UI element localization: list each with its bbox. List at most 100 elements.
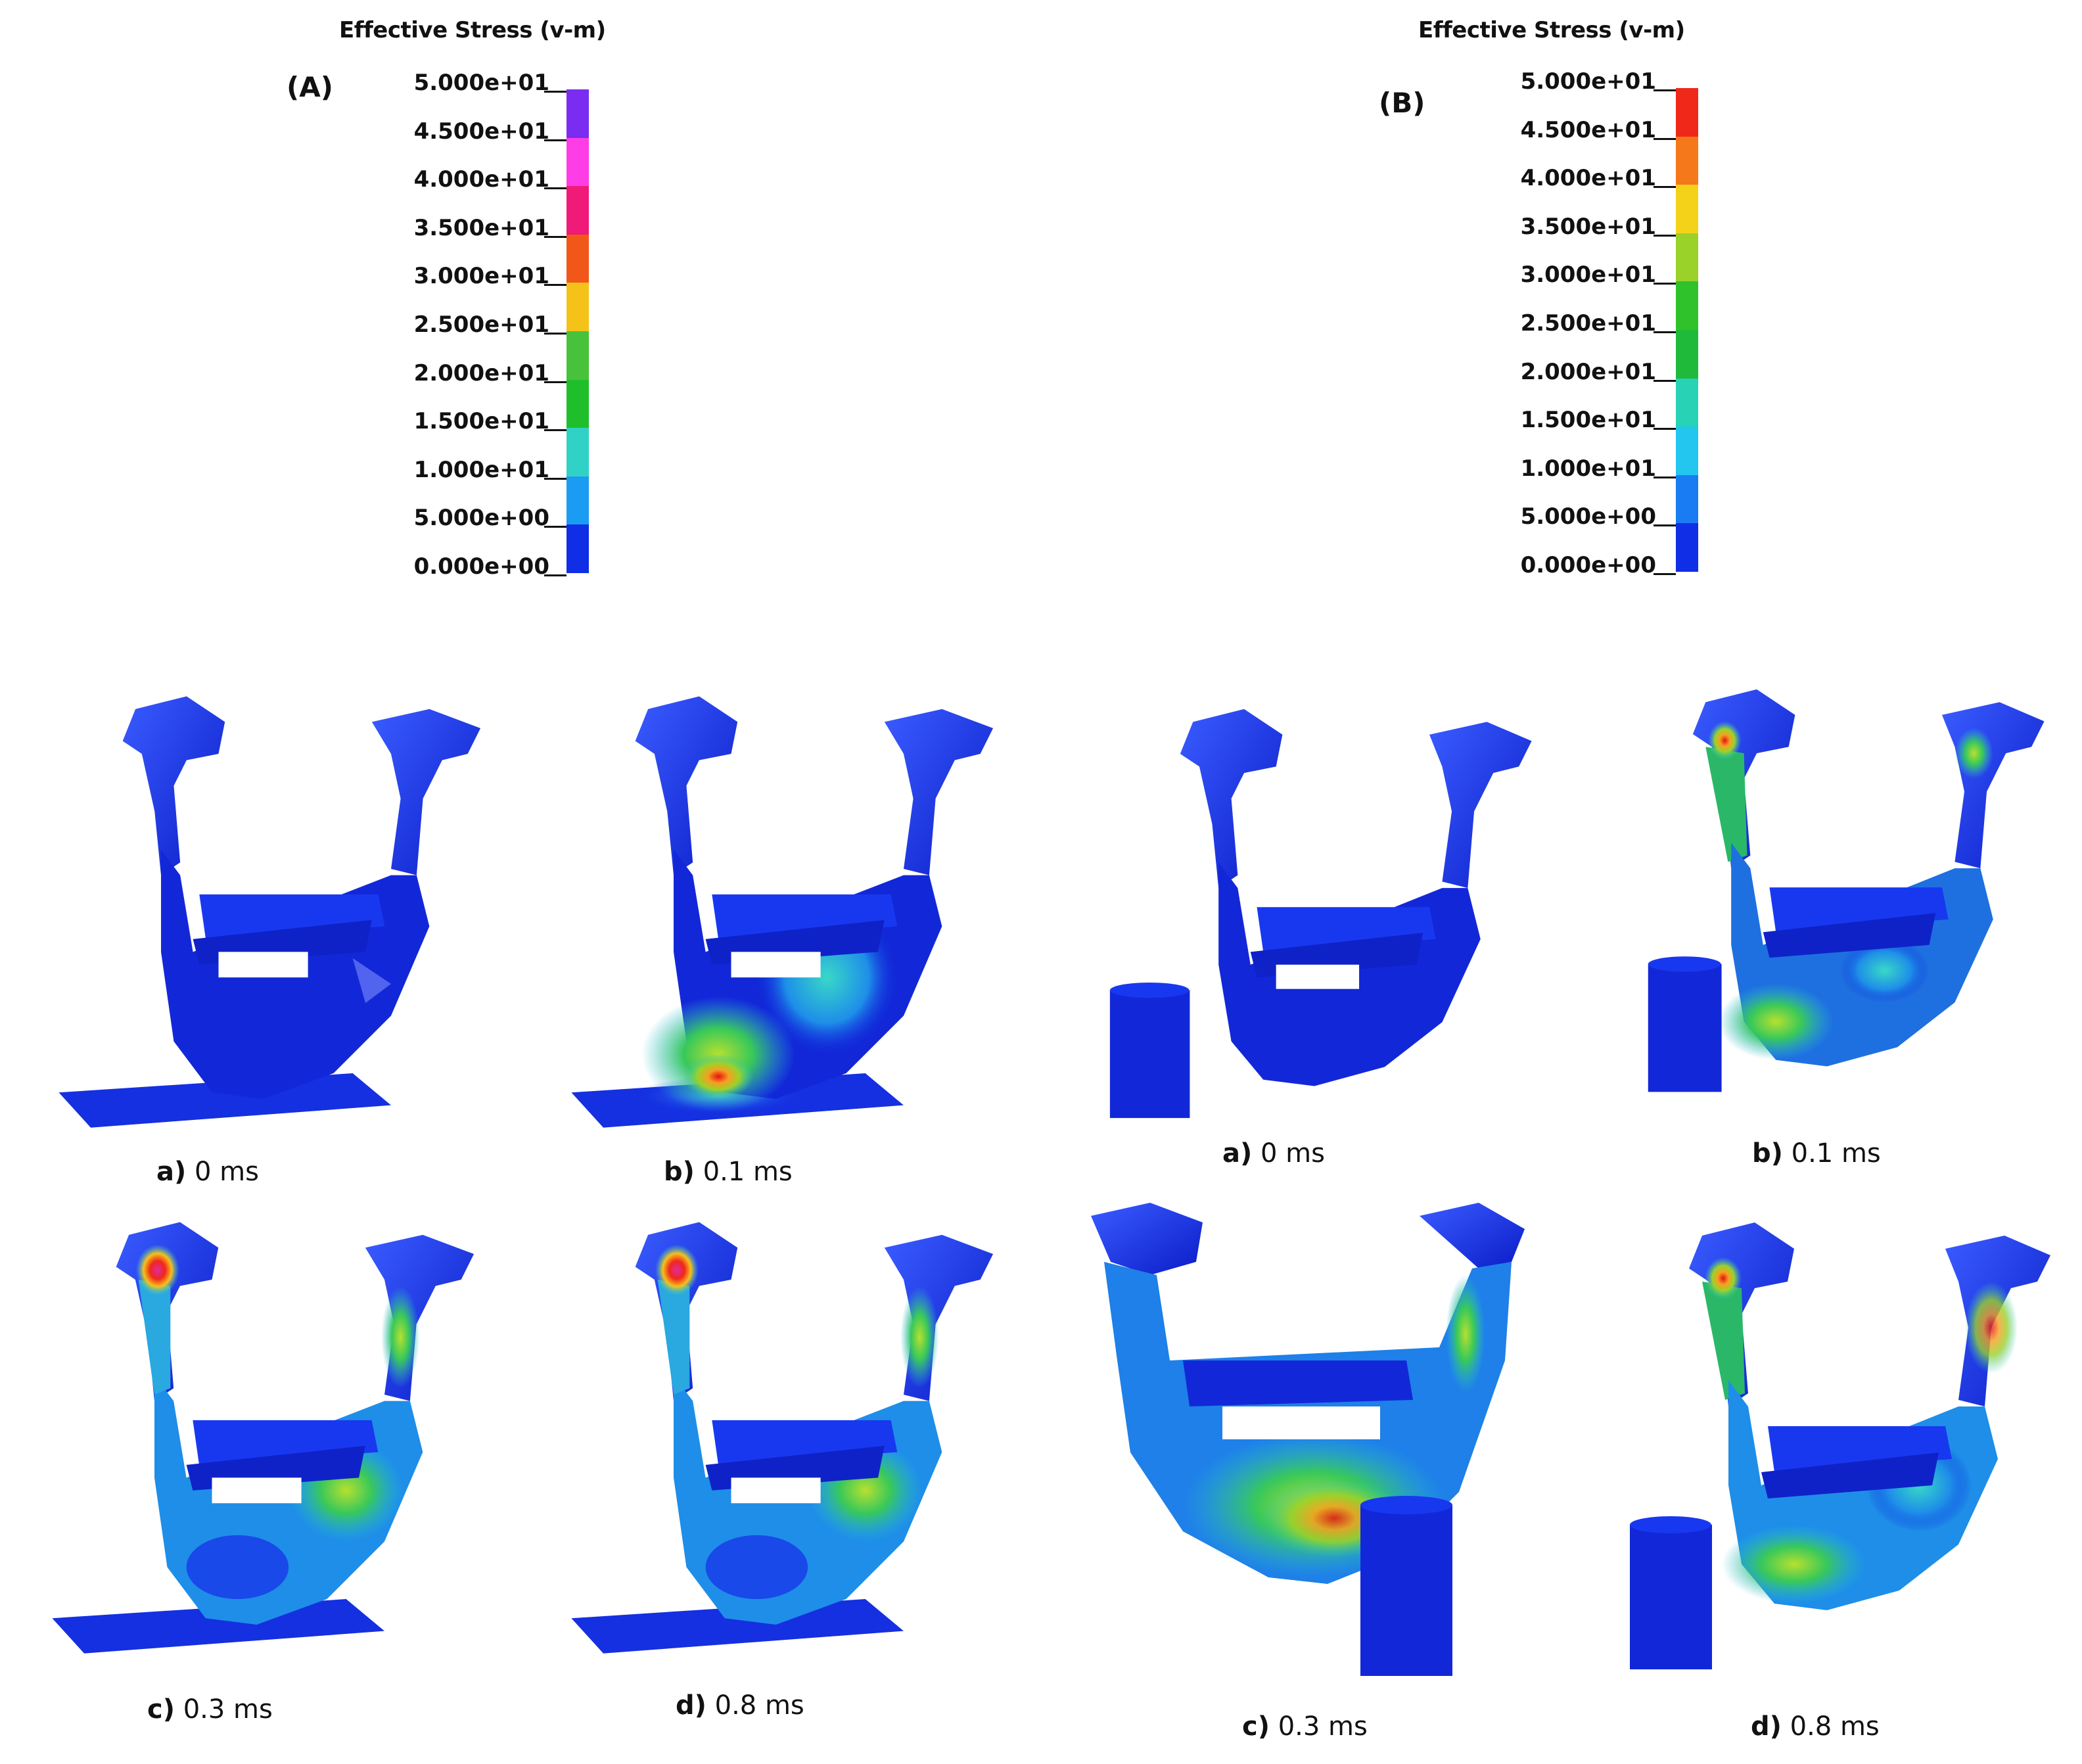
mandible-model bbox=[1091, 1203, 1525, 1584]
caption-time: 0 ms bbox=[195, 1157, 259, 1187]
colorbar-a bbox=[567, 89, 589, 573]
tick-mark bbox=[544, 235, 567, 238]
colorbar-segment bbox=[1676, 233, 1698, 282]
colorbar-segment bbox=[567, 283, 589, 331]
frame-b-0-8ms bbox=[1577, 1196, 2077, 1683]
colorbar-segment bbox=[567, 524, 589, 573]
tick-mark bbox=[1654, 89, 1676, 91]
frame-a-0-3ms bbox=[20, 1209, 519, 1669]
frame-a-0-1ms bbox=[539, 684, 1038, 1144]
caption-letter: a) bbox=[156, 1157, 187, 1187]
colorbar-segment bbox=[567, 476, 589, 525]
tick-label: 5.000e+01 bbox=[1520, 68, 1656, 95]
tick-label: 4.500e+01 bbox=[413, 118, 549, 145]
colorbar-segment bbox=[1676, 475, 1698, 524]
caption-time: 0.8 ms bbox=[1790, 1711, 1880, 1742]
tick-label: 2.500e+01 bbox=[1520, 310, 1656, 337]
colorbar-segment bbox=[1676, 136, 1698, 185]
impactor-cylinder bbox=[1109, 983, 1190, 1119]
tick-label: 0.000e+00 bbox=[413, 553, 549, 580]
tick-mark bbox=[544, 333, 567, 335]
colorbar-segment bbox=[1676, 329, 1698, 379]
tick-mark bbox=[1654, 331, 1676, 333]
tick-mark bbox=[544, 429, 567, 432]
tick-mark bbox=[1654, 524, 1676, 527]
caption-letter: d) bbox=[676, 1690, 706, 1721]
impact-plate bbox=[571, 1599, 904, 1654]
mandible-figure-b-0ms bbox=[1109, 708, 1532, 1119]
impact-plate bbox=[52, 1599, 384, 1654]
tick-mark bbox=[1654, 379, 1676, 382]
colorbar-segment bbox=[567, 379, 589, 429]
colorbar-segment bbox=[567, 331, 589, 380]
caption-letter: b) bbox=[1752, 1138, 1783, 1169]
tick-mark bbox=[1654, 573, 1676, 575]
caption-time: 0.3 ms bbox=[1278, 1711, 1368, 1742]
caption-time: 0.1 ms bbox=[703, 1157, 793, 1187]
colorbar-segment bbox=[567, 89, 589, 138]
colorbar-segment bbox=[567, 428, 589, 476]
caption-letter: c) bbox=[147, 1694, 175, 1725]
caption-b-c: c) 0.3 ms bbox=[1242, 1711, 1368, 1742]
frame-a-0-8ms bbox=[539, 1209, 1038, 1669]
mandible-figure-b-0-3ms bbox=[1091, 1203, 1525, 1676]
mandible-model bbox=[1689, 1222, 2050, 1610]
caption-time: 0.1 ms bbox=[1791, 1138, 1881, 1169]
caption-letter: a) bbox=[1222, 1138, 1253, 1169]
colorbar-b bbox=[1676, 88, 1698, 572]
colorbar-segment bbox=[1676, 88, 1698, 137]
legend-title-a: Effective Stress (v-m) bbox=[339, 17, 606, 43]
caption-letter: c) bbox=[1242, 1711, 1270, 1742]
colorbar-segment bbox=[1676, 378, 1698, 427]
tick-mark bbox=[544, 574, 567, 576]
tick-mark bbox=[1654, 428, 1676, 430]
tick-mark bbox=[544, 139, 567, 141]
panel-label-a: (A) bbox=[287, 71, 333, 103]
mandible-model bbox=[635, 1222, 994, 1625]
mandible-figure-a-0-3ms bbox=[52, 1222, 474, 1654]
tick-label: 4.000e+01 bbox=[1520, 165, 1656, 192]
tick-label: 5.000e+00 bbox=[1520, 503, 1656, 530]
tick-label: 3.000e+01 bbox=[413, 263, 549, 290]
tick-mark bbox=[1654, 283, 1676, 285]
tick-mark bbox=[1654, 234, 1676, 237]
tick-label: 1.000e+01 bbox=[413, 456, 549, 483]
mandible-model bbox=[635, 696, 994, 1112]
tick-mark bbox=[544, 284, 567, 287]
caption-a-b: b) 0.1 ms bbox=[664, 1157, 793, 1187]
tick-label: 2.000e+01 bbox=[1520, 358, 1656, 385]
caption-b-a: a) 0 ms bbox=[1222, 1138, 1325, 1169]
caption-time: 0 ms bbox=[1261, 1138, 1325, 1169]
colorbar-segment bbox=[567, 137, 589, 187]
caption-a-a: a) 0 ms bbox=[156, 1157, 259, 1187]
mandible-figure-b-0-1ms bbox=[1648, 689, 2045, 1092]
panel-label-b: (B) bbox=[1379, 87, 1425, 119]
tick-label: 5.000e+01 bbox=[413, 70, 549, 96]
mandible-figure-a-0ms bbox=[58, 696, 481, 1128]
tick-label: 1.500e+01 bbox=[413, 408, 549, 435]
colorbar-segment bbox=[1676, 523, 1698, 572]
caption-b-d: d) 0.8 ms bbox=[1751, 1711, 1880, 1742]
caption-a-d: d) 0.8 ms bbox=[676, 1690, 804, 1721]
colorbar-segment bbox=[567, 234, 589, 283]
tick-label: 0.000e+00 bbox=[1520, 552, 1656, 578]
caption-time: 0.8 ms bbox=[714, 1690, 804, 1721]
impactor-cylinder bbox=[1648, 956, 1722, 1092]
tick-label: 3.500e+01 bbox=[413, 214, 549, 241]
caption-b-b: b) 0.1 ms bbox=[1752, 1138, 1881, 1169]
frame-b-0-1ms bbox=[1577, 664, 2077, 1124]
frame-b-0ms bbox=[1065, 684, 1564, 1144]
caption-time: 0.3 ms bbox=[183, 1694, 273, 1725]
mandible-model bbox=[1180, 708, 1532, 1086]
tick-mark bbox=[544, 91, 567, 93]
caption-letter: b) bbox=[664, 1157, 695, 1187]
tick-label: 4.500e+01 bbox=[1520, 116, 1656, 143]
tick-label: 4.000e+01 bbox=[413, 166, 549, 193]
mandible-model bbox=[116, 1222, 474, 1625]
frame-a-0ms bbox=[26, 684, 526, 1144]
colorbar-segment bbox=[1676, 281, 1698, 330]
mandible-figure-a-0-8ms bbox=[571, 1222, 994, 1654]
tick-mark bbox=[1654, 186, 1676, 189]
tick-label: 5.000e+00 bbox=[413, 505, 549, 532]
mandible-figure-b-0-8ms bbox=[1630, 1222, 2050, 1669]
